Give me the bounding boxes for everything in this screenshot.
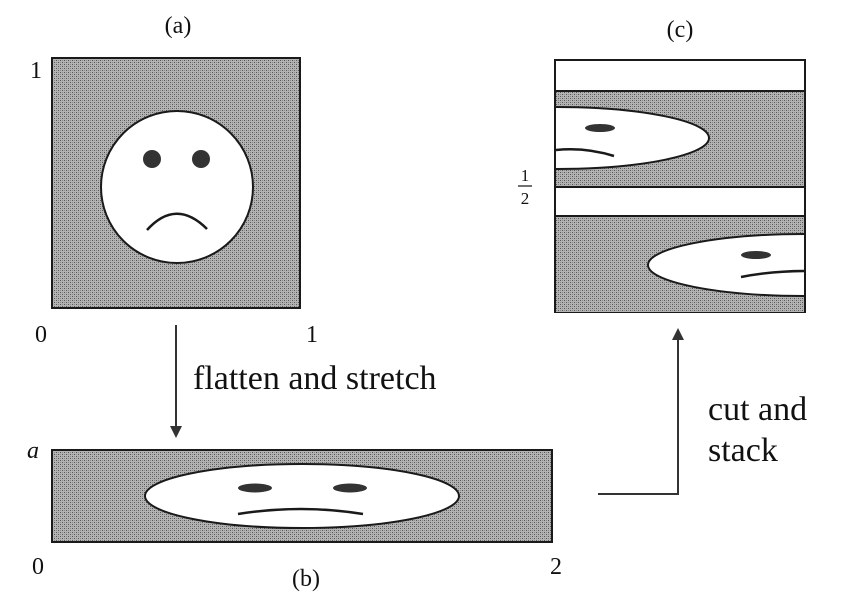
sad-face <box>100 110 254 264</box>
flattened-mouth <box>237 507 364 516</box>
panel-a-tick-origin: 0 <box>35 322 47 348</box>
half-tick-numerator: 1 <box>521 166 530 185</box>
right-eye <box>192 150 210 168</box>
cut-stack-arrow <box>598 328 684 495</box>
panel-c-half-tick: 1 2 <box>518 166 532 208</box>
flattened-right-eye <box>333 483 367 493</box>
cut-stack-caption-line1: cut and <box>708 391 807 428</box>
flattened-left-eye <box>238 483 272 493</box>
panel-b: a 0 2 (b) <box>27 438 562 592</box>
panel-a-tick-top: 1 <box>30 58 42 84</box>
panel-a-tick-right: 1 <box>306 322 318 348</box>
flattened-face <box>144 463 460 529</box>
cut-stack-arrow-group: cut and stack <box>598 328 807 495</box>
flattened-face-ellipse <box>144 463 460 529</box>
panel-c-upper-strip <box>555 90 805 188</box>
face-circle <box>100 110 254 264</box>
lower-half-eye <box>741 251 771 259</box>
half-tick-denominator: 2 <box>521 189 530 208</box>
lower-half-mouth <box>740 269 804 279</box>
lower-half-face <box>647 233 804 297</box>
panel-a: (a) 1 0 1 <box>30 13 318 348</box>
upper-half-face <box>556 106 710 170</box>
panel-b-tick-origin: 0 <box>32 554 44 580</box>
panel-a-label: (a) <box>165 13 192 39</box>
panel-b-tick-top: a <box>27 438 39 464</box>
panel-c-lower-strip <box>555 215 805 312</box>
panel-b-tick-right: 2 <box>550 554 562 580</box>
panel-c: (c) 1 2 <box>518 17 806 313</box>
left-eye <box>143 150 161 168</box>
flatten-arrow-group: flatten and stretch <box>170 325 437 438</box>
panel-b-label: (b) <box>292 566 320 592</box>
cut-stack-caption-line2: stack <box>708 432 778 469</box>
upper-half-eye <box>585 124 615 132</box>
upper-half-mouth <box>556 148 615 158</box>
frown-mouth <box>146 212 208 231</box>
flatten-caption: flatten and stretch <box>193 360 437 397</box>
panel-c-label: (c) <box>667 17 694 43</box>
